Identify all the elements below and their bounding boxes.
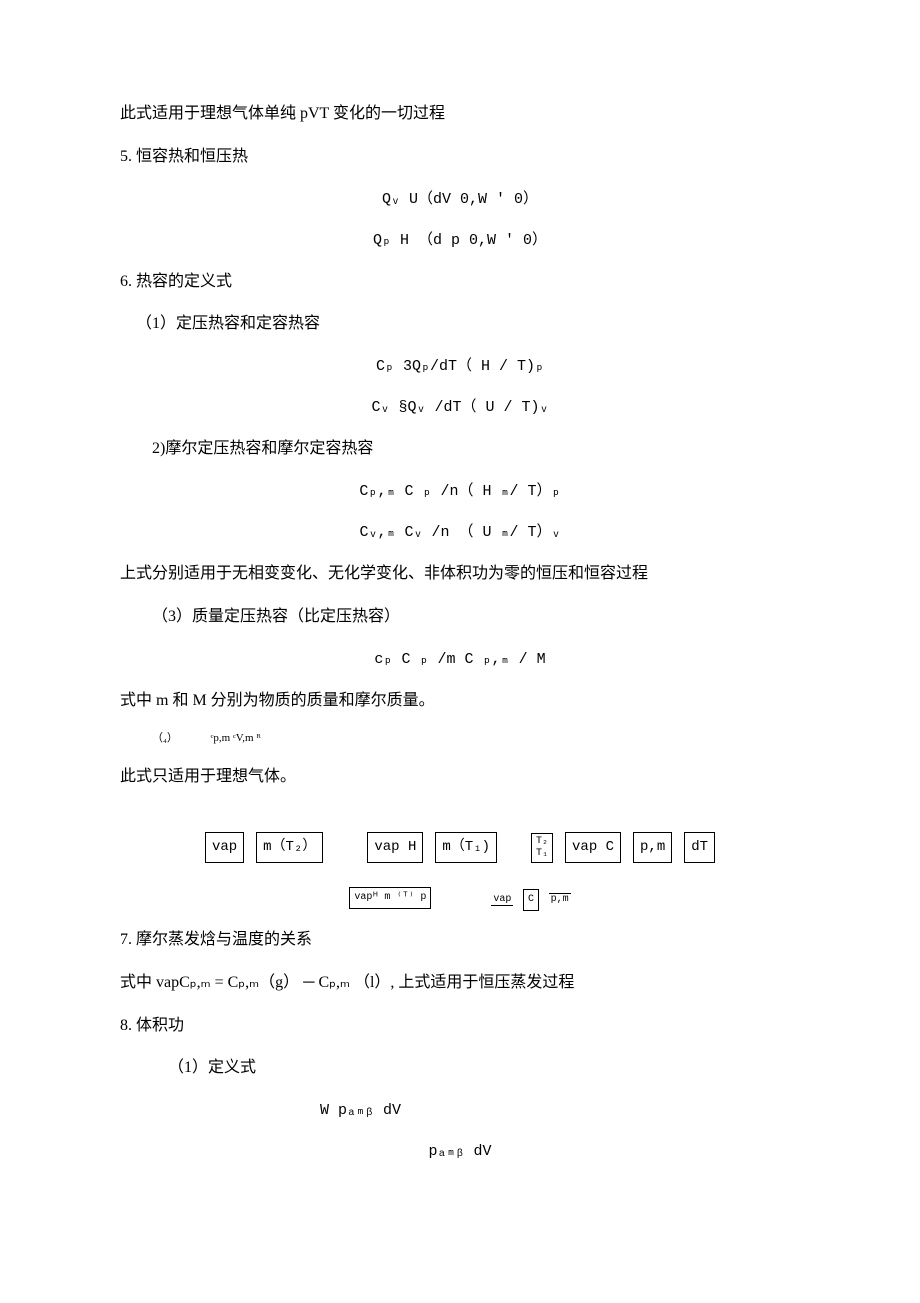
section-5-title: 5. 恒容热和恒压热 — [120, 143, 800, 172]
eq-box-vap-h: vap H — [367, 832, 423, 863]
formula-6-6: （₄） ᶜp,m ᶜV,m ᴿ — [120, 729, 800, 749]
integral-limits-box: T₂ T₁ — [531, 833, 553, 863]
eq-box-vap: vap — [205, 832, 244, 863]
note-6-1: 上式分别适用于无相变变化、无化学变化、非体积功为零的恒压和恒容过程 — [120, 560, 800, 589]
intro-line: 此式适用于理想气体单纯 pVT 变化的一切过程 — [120, 100, 800, 129]
formula-5-1: Qᵥ U（dV 0,W ' 0） — [120, 186, 800, 213]
eq-small-group: vap C p,m — [491, 883, 570, 912]
section-8-1: （1）定义式 — [120, 1054, 800, 1083]
section-7-title: 7. 摩尔蒸发焓与温度的关系 — [120, 926, 800, 955]
formula-6-2: Cᵥ §Qᵥ /dT（ U / T)ᵥ — [120, 394, 800, 421]
formula-8-1: W pₐₘᵦ dV — [120, 1097, 800, 1124]
eq-small-box-1: vapᴴ m ⁽ᵀ⁾ p — [349, 887, 431, 909]
complex-equation-row-1: vap m（T₂） vap H m（T₁) T₂ T₁ vap C p,m dT — [120, 832, 800, 863]
eq-box-vap-c: vap C — [565, 832, 621, 863]
integral-t1: T₁ — [536, 848, 548, 860]
eq-small-pm: p,m — [549, 893, 571, 905]
eq-small-vap: vap — [491, 894, 513, 906]
note-6-3: 此式只适用于理想气体。 — [120, 763, 800, 792]
complex-equation-row-2: vapᴴ m ⁽ᵀ⁾ p vap C p,m — [120, 883, 800, 912]
integral-t2: T₂ — [536, 836, 548, 848]
formula-6-5: cₚ C ₚ /m C ₚ,ₘ / M — [120, 646, 800, 673]
section-6-2: 2)摩尔定压热容和摩尔定容热容 — [120, 435, 800, 464]
note-6-2: 式中 m 和 M 分别为物质的质量和摩尔质量。 — [120, 687, 800, 716]
eq-box-dt: dT — [684, 832, 715, 863]
formula-6-3: Cₚ,ₘ C ₚ /n（ H ₘ/ T）ₚ — [120, 478, 800, 505]
eq-box-pm: p,m — [633, 832, 672, 863]
formula-5-2: Qₚ H （d p 0,W ' 0） — [120, 227, 800, 254]
section-8-title: 8. 体积功 — [120, 1012, 800, 1041]
eq-6-6-body: ᶜp,m ᶜV,m ᴿ — [211, 732, 261, 744]
formula-6-4: Cᵥ,ₘ Cᵥ /n （ U ₘ/ T）ᵥ — [120, 519, 800, 546]
formula-6-1: Cₚ 3Qₚ/dT（ H / T)ₚ — [120, 353, 800, 380]
formula-8-2: pₐₘᵦ dV — [120, 1138, 800, 1165]
section-7-note: 式中 vapCₚ,ₘ = Cₚ,ₘ（g） ─ Cₚ,ₘ （l）, 上式适用于恒压… — [120, 969, 800, 998]
eq-box-m-t1: m（T₁) — [435, 832, 497, 863]
section-6-3: （3）质量定压热容（比定压热容） — [120, 603, 800, 632]
section-6-1: （1）定压热容和定容热容 — [120, 310, 800, 339]
eq-6-6-prefix: （₄） — [152, 732, 178, 744]
eq-box-m-t2: m（T₂） — [256, 832, 323, 863]
section-6-title: 6. 热容的定义式 — [120, 268, 800, 297]
eq-small-c: C — [523, 889, 539, 911]
